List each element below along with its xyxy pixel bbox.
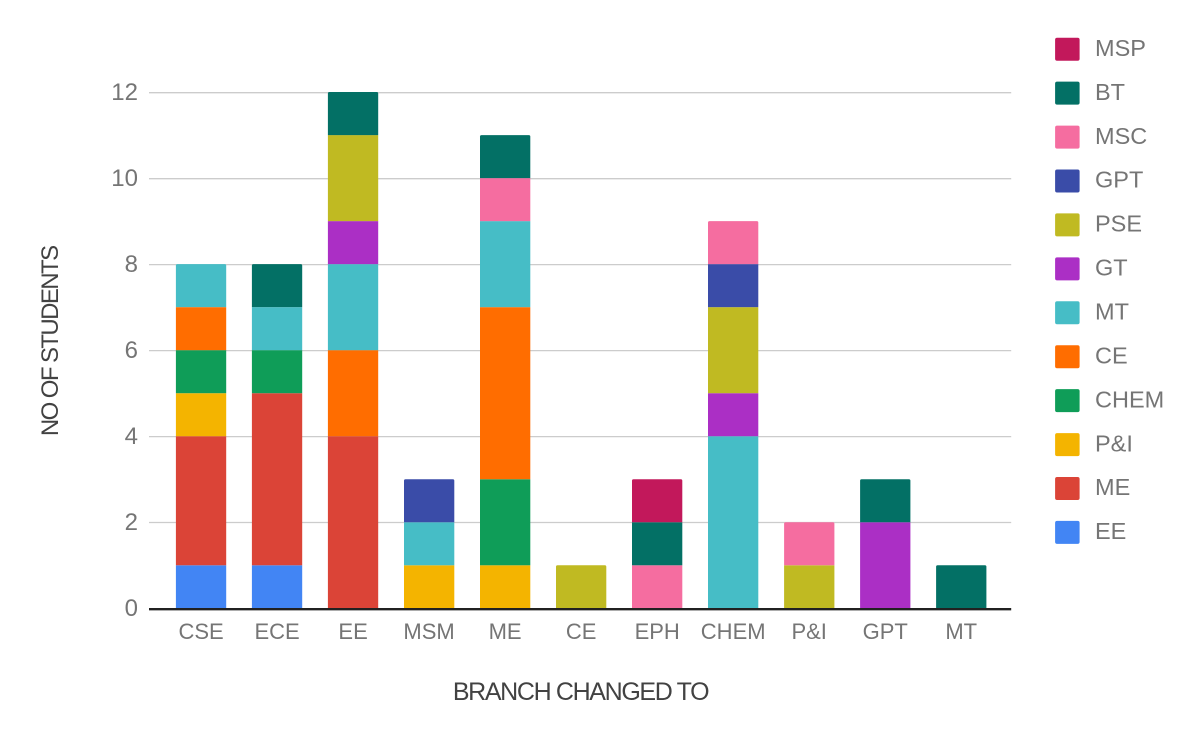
- svg-text:ME: ME: [1095, 474, 1130, 500]
- svg-text:0: 0: [125, 595, 138, 622]
- svg-text:6: 6: [125, 337, 138, 364]
- svg-text:ECE: ECE: [254, 619, 299, 644]
- svg-text:MT: MT: [945, 619, 977, 644]
- svg-text:GPT: GPT: [1095, 167, 1143, 193]
- svg-text:CHEM: CHEM: [701, 619, 766, 644]
- svg-text:BRANCH CHANGED TO: BRANCH CHANGED TO: [453, 678, 709, 706]
- svg-text:8: 8: [125, 251, 138, 278]
- svg-text:MT: MT: [1095, 299, 1129, 325]
- svg-text:CE: CE: [566, 619, 597, 644]
- svg-text:MSP: MSP: [1095, 35, 1146, 61]
- svg-text:NO OF STUDENTS: NO OF STUDENTS: [37, 246, 64, 436]
- svg-text:MSC: MSC: [1095, 123, 1147, 149]
- svg-text:CHEM: CHEM: [1095, 386, 1164, 412]
- svg-text:ME: ME: [489, 619, 522, 644]
- svg-text:10: 10: [111, 165, 138, 192]
- svg-text:BT: BT: [1095, 79, 1125, 105]
- svg-text:EPH: EPH: [635, 619, 680, 644]
- svg-text:EE: EE: [1095, 518, 1126, 544]
- svg-text:GT: GT: [1095, 255, 1128, 281]
- svg-text:EE: EE: [338, 619, 367, 644]
- svg-text:4: 4: [125, 423, 138, 450]
- svg-text:CSE: CSE: [178, 619, 223, 644]
- svg-text:CE: CE: [1095, 342, 1128, 368]
- svg-text:PSE: PSE: [1095, 211, 1142, 237]
- svg-text:2: 2: [125, 509, 138, 536]
- svg-text:GPT: GPT: [863, 619, 908, 644]
- svg-text:P&I: P&I: [791, 619, 826, 644]
- svg-text:P&I: P&I: [1095, 430, 1133, 456]
- svg-text:12: 12: [111, 79, 138, 106]
- svg-text:MSM: MSM: [403, 619, 454, 644]
